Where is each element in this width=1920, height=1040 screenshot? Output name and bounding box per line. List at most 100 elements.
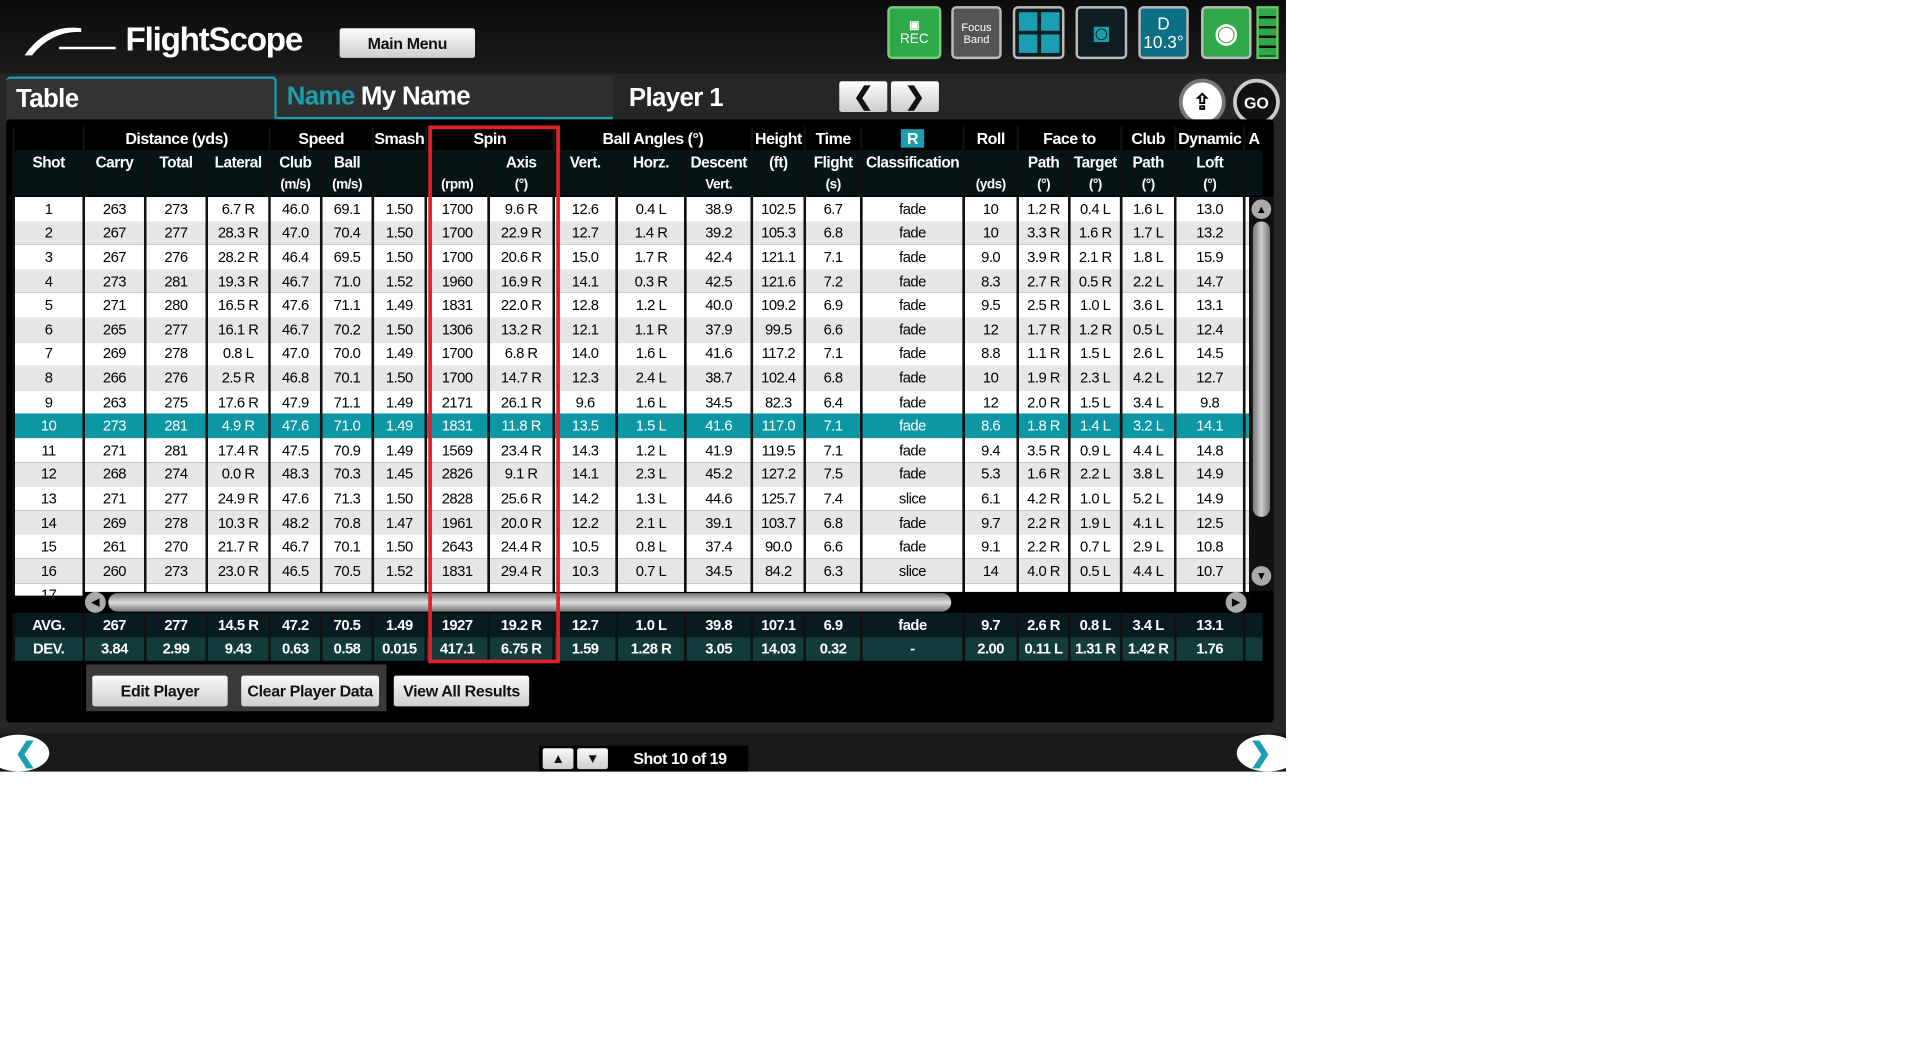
column-header[interactable]	[615, 173, 686, 196]
column-header[interactable]: Carry	[82, 150, 146, 174]
table-row[interactable]: 9 263 275 17.6 R 47.9 71.1 1.49 2171 26.1 R 9.6 1.…	[12, 389, 1250, 414]
column-header[interactable]: Descent	[684, 150, 752, 174]
column-header[interactable]	[371, 150, 426, 174]
column-header[interactable]	[205, 173, 270, 196]
column-header[interactable]: Axis	[487, 150, 554, 174]
camera-button[interactable]: ◙	[1075, 6, 1128, 60]
column-header[interactable]: Path	[1016, 150, 1070, 174]
dev-cell: 0.11 L	[1016, 636, 1070, 662]
previous-page-button[interactable]: ❮	[0, 734, 50, 772]
table-body-scroll[interactable]: 1 263 273 6.7 R 46.0 69.1 1.50 1700 9.6 R 12.6 0.4…	[12, 196, 1250, 596]
layout-grid-button[interactable]	[1012, 6, 1065, 60]
tab-table[interactable]: Table	[6, 76, 277, 120]
table-cell: 1.1 R	[1016, 341, 1070, 366]
vertical-scrollbar[interactable]: ▲ ▼	[1249, 196, 1274, 591]
vertical-scroll-thumb[interactable]	[1252, 221, 1270, 517]
column-header[interactable]	[143, 173, 207, 196]
table-row[interactable]: 16 260 273 23.0 R 46.5 70.5 1.52 1831 29.4 R 10.3…	[12, 558, 1250, 583]
column-header[interactable]	[962, 150, 1018, 174]
table-row[interactable]: 6 265 277 16.1 R 46.7 70.2 1.50 1306 13.2 R 12.1 1…	[12, 317, 1250, 342]
table-cell: 14.3	[552, 438, 617, 463]
player-name-field[interactable]: Name My Name	[276, 76, 613, 120]
edit-player-button[interactable]: Edit Player	[92, 675, 228, 707]
table-row[interactable]: 7 269 278 0.8 L 47.0 70.0 1.49 1700 6.8 R 14.0 1.6…	[12, 341, 1250, 366]
table-row[interactable]: 4 273 281 19.3 R 46.7 71.0 1.52 1960 16.9 R 14.1 0…	[12, 269, 1250, 294]
table-row[interactable]: 2 267 277 28.3 R 47.0 70.4 1.50 1700 22.9 R 12.7 1…	[12, 221, 1250, 246]
column-header[interactable]: Ball	[319, 150, 373, 174]
table-cell: 12.4	[1173, 317, 1245, 342]
column-header[interactable]	[750, 173, 805, 196]
scroll-left-icon[interactable]: ◀	[84, 591, 106, 613]
table-row[interactable]: 11 271 281 17.4 R 47.5 70.9 1.49 1569 23.4 R 14.3…	[12, 438, 1250, 463]
column-header[interactable]	[1242, 150, 1263, 174]
share-button[interactable]: ⇪	[1178, 78, 1226, 126]
table-row[interactable]: 8 266 276 2.5 R 46.8 70.1 1.50 1700 14.7 R 12.3 2.…	[12, 365, 1250, 390]
column-header[interactable]: (yds)	[962, 173, 1018, 196]
table-row[interactable]: 13 271 277 24.9 R 47.6 71.3 1.50 2828 25.6 R 14.2…	[12, 486, 1250, 511]
column-header[interactable]	[1242, 173, 1263, 196]
table-row[interactable]: 1 263 273 6.7 R 46.0 69.1 1.50 1700 9.6 R 12.6 0.4…	[12, 196, 1250, 222]
column-header[interactable]: (ft)	[750, 150, 805, 174]
table-cell: 38.7	[684, 365, 752, 390]
column-header[interactable]: Shot	[12, 150, 84, 174]
column-header[interactable]	[371, 173, 426, 196]
focus-band-button[interactable]: Focus Band	[951, 6, 1002, 60]
scroll-right-icon[interactable]: ▶	[1225, 591, 1247, 613]
column-header[interactable]: (m/s)	[319, 173, 373, 196]
table-row[interactable]: 3 267 276 28.2 R 46.4 69.5 1.50 1700 20.6 R 15.0 1…	[12, 245, 1250, 270]
avg-cell: 1.49	[371, 612, 426, 637]
dynamic-loft-button[interactable]: D 10.3°	[1138, 6, 1189, 60]
table-row[interactable]: 14 269 278 10.3 R 48.2 70.8 1.47 1961 20.0 R 12.2…	[12, 510, 1250, 535]
next-page-button[interactable]: ❯	[1236, 734, 1286, 772]
column-header[interactable]: Horz.	[615, 150, 686, 174]
column-header[interactable]	[82, 173, 146, 196]
column-header[interactable]: Vert.	[552, 150, 617, 174]
column-header[interactable]: (°)	[1068, 173, 1122, 196]
column-header[interactable]: (rpm)	[424, 173, 489, 196]
column-header[interactable]	[424, 150, 489, 174]
chevron-down-icon: ▼	[586, 751, 600, 767]
horizontal-scrollbar[interactable]: ◀ ▶	[83, 591, 1250, 613]
signal-button[interactable]: ◉	[1201, 6, 1252, 60]
column-header[interactable]: Club	[268, 150, 322, 174]
table-row[interactable]: 15 261 270 21.7 R 46.7 70.1 1.50 2643 24.4 R 10.5…	[12, 534, 1250, 559]
column-header[interactable]	[860, 173, 964, 196]
column-header[interactable]: (°)	[487, 173, 554, 196]
column-header[interactable]: Total	[143, 150, 207, 174]
column-header[interactable]: (°)	[1174, 173, 1245, 196]
main-menu-button[interactable]: Main Menu	[339, 28, 476, 58]
column-header[interactable]	[552, 173, 617, 196]
rec-button[interactable]: ▣ REC	[887, 6, 942, 60]
next-player-button[interactable]: ❯	[890, 81, 939, 112]
horizontal-scroll-thumb[interactable]	[108, 593, 952, 612]
column-header[interactable]: (°)	[1016, 173, 1070, 196]
table-row[interactable]: 12 268 274 0.0 R 48.3 70.3 1.45 2826 9.1 R 14.1 2.…	[12, 462, 1250, 487]
table-cell: 7.1	[803, 341, 862, 366]
column-header[interactable]: Target	[1068, 150, 1122, 174]
column-header[interactable]: (°)	[1119, 173, 1176, 196]
table-cell: 1.2 R	[1016, 196, 1070, 222]
scroll-down-icon[interactable]: ▼	[1251, 566, 1272, 586]
previous-shot-button[interactable]: ▲	[542, 748, 574, 770]
column-header[interactable]: (m/s)	[268, 173, 322, 196]
column-header[interactable]: Flight	[803, 150, 862, 174]
avg-cell: 70.5	[319, 612, 373, 637]
table-row[interactable]: 5 271 280 16.5 R 47.6 71.1 1.49 1831 22.0 R 12.8 1…	[12, 293, 1250, 318]
table-cell: 71.0	[319, 269, 373, 294]
table-row[interactable]: 10 273 281 4.9 R 47.6 71.0 1.49 1831 11.8 R 13.5 1…	[12, 413, 1250, 439]
column-header[interactable]: Lateral	[205, 150, 270, 174]
table-cell: 15	[12, 534, 84, 559]
column-header[interactable]: Classification	[860, 150, 964, 174]
column-header[interactable]: Loft	[1174, 150, 1245, 174]
column-header[interactable]: Path	[1119, 150, 1176, 174]
scroll-up-icon[interactable]: ▲	[1251, 199, 1272, 220]
previous-player-button[interactable]: ❮	[839, 81, 888, 112]
next-shot-button[interactable]: ▼	[577, 748, 608, 770]
column-header[interactable]: Vert.	[684, 173, 752, 196]
table-cell: 1.8 R	[1016, 413, 1070, 439]
column-header[interactable]	[12, 173, 84, 196]
view-all-results-button[interactable]: View All Results	[393, 675, 530, 707]
column-header[interactable]: (s)	[803, 173, 862, 196]
clear-player-data-button[interactable]: Clear Player Data	[241, 675, 380, 707]
handedness-badge[interactable]: R	[900, 129, 925, 148]
